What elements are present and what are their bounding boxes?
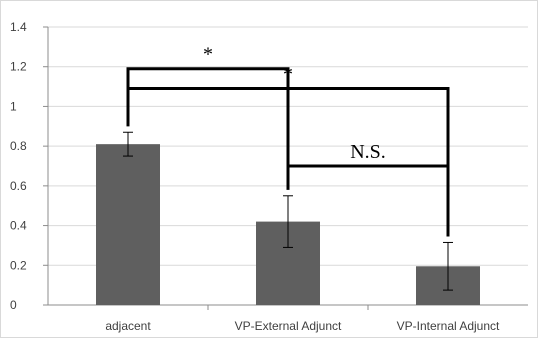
- y-tick-label: 0.8: [10, 139, 27, 153]
- significance-bracket: [286, 164, 450, 237]
- significance-label: *: [283, 64, 293, 86]
- error-bar-layer: [123, 131, 453, 291]
- category-label-layer: adjacent VP-External Adjunct VP-Internal A…: [105, 319, 500, 333]
- significance-label: N.S.: [350, 141, 386, 163]
- y-tick-label: 0.4: [10, 219, 27, 233]
- y-tick-label: 0.2: [10, 258, 27, 272]
- y-tick-label: 0.6: [10, 179, 27, 193]
- category-label: adjacent: [105, 319, 151, 333]
- significance-bracket: [126, 87, 450, 237]
- y-tick-label: 1.2: [10, 60, 27, 74]
- significance-layer: * * N.S.: [126, 44, 450, 237]
- significance-label: *: [203, 44, 213, 66]
- y-tick-layer: 0 0.2 0.4 0.6 0.8 1 1.2 1.4: [10, 20, 27, 312]
- y-tick-label: 1.4: [10, 20, 27, 34]
- y-tick-label: 1: [10, 99, 17, 113]
- category-label: VP-Internal Adjunct: [397, 319, 500, 333]
- bar: [96, 144, 160, 305]
- y-tick-label: 0: [10, 298, 17, 312]
- category-label: VP-External Adjunct: [235, 319, 342, 333]
